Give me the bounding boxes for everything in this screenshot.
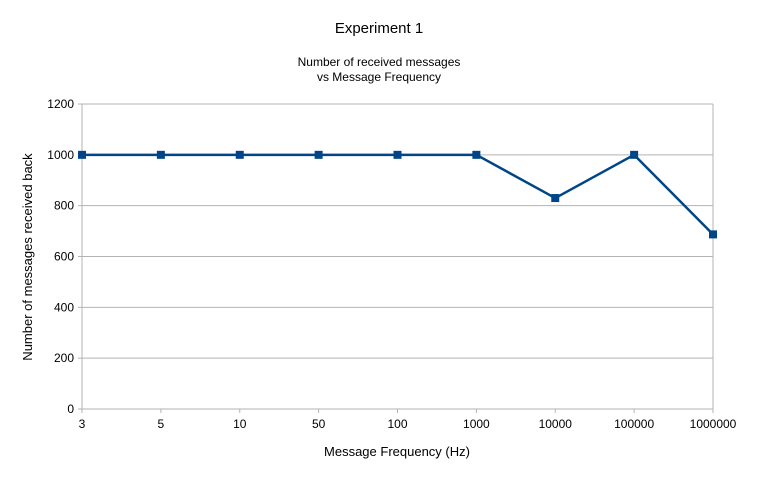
chart-subtitle-line-2: vs Message Frequency — [317, 70, 441, 84]
y-axis-label: Number of messages received back — [20, 153, 35, 361]
data-point — [78, 150, 86, 159]
x-tick-label: 100 — [387, 417, 407, 431]
y-tick-label: 400 — [54, 300, 74, 314]
x-tick-label: 10 — [233, 417, 247, 431]
x-axis-label: Message Frequency (Hz) — [324, 444, 470, 459]
data-point — [709, 230, 717, 239]
chart-subtitle-line-1: Number of received messages — [298, 55, 461, 69]
data-point — [156, 150, 165, 159]
x-tick-label: 100000 — [614, 417, 654, 431]
y-tick-label: 600 — [54, 250, 74, 264]
series-layer — [78, 150, 717, 239]
x-tick-label: 1000000 — [690, 417, 737, 431]
x-tick-label: 1000 — [463, 417, 490, 431]
series-line — [82, 153, 714, 236]
data-point — [551, 194, 560, 203]
data-point — [630, 150, 639, 159]
y-tick-label: 0 — [67, 402, 74, 416]
grid-lines — [78, 103, 714, 413]
data-point — [235, 150, 244, 159]
chart-title: Experiment 1 — [335, 20, 423, 37]
y-tick-label: 800 — [54, 199, 74, 213]
x-tick-label: 5 — [158, 417, 165, 431]
data-point — [393, 150, 402, 159]
tick-labels: 0 200 400 600 800 1000 1200 3 5 10 50 100 1000 10000 1… — [47, 97, 736, 431]
data-point — [314, 150, 323, 159]
y-tick-label: 200 — [54, 351, 74, 365]
x-tick-label: 50 — [312, 417, 326, 431]
y-tick-label: 1200 — [47, 97, 74, 111]
x-tick-label: 10000 — [539, 417, 573, 431]
y-tick-label: 1000 — [47, 148, 74, 162]
x-tick-label: 3 — [79, 417, 86, 431]
data-point — [472, 150, 481, 159]
